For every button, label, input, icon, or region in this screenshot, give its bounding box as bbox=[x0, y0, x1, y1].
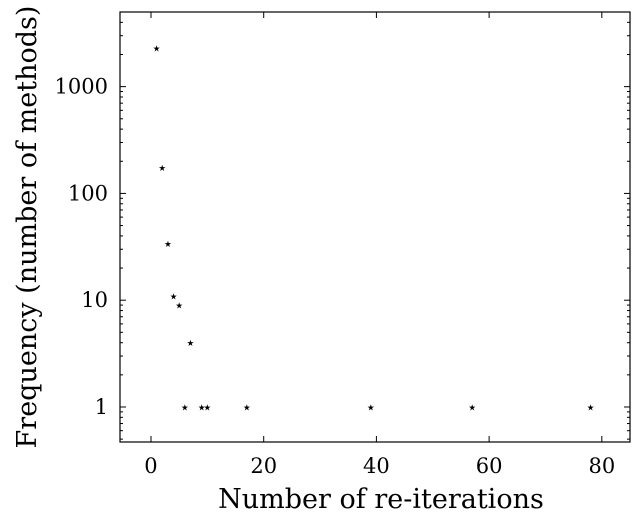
data-point-star: ⋆ bbox=[185, 334, 196, 354]
data-point-star: ⋆ bbox=[163, 234, 174, 254]
x-tick-label: 0 bbox=[144, 454, 157, 478]
x-tick-label: 60 bbox=[476, 454, 503, 478]
data-point-star: ⋆ bbox=[196, 398, 207, 418]
data-point-star: ⋆ bbox=[241, 398, 252, 418]
x-axis-ticks: 0 20 40 60 80 bbox=[144, 12, 615, 478]
data-point-star: ⋆ bbox=[585, 398, 596, 418]
data-points: ⋆⋆⋆⋆⋆⋆⋆⋆⋆ ⋆ ⋆ ⋆ ⋆ bbox=[151, 39, 596, 418]
y-tick-label: 1000 bbox=[55, 75, 108, 99]
y-axis-label: Frequency (number of methods) bbox=[12, 6, 43, 449]
y-axis-ticks: 1 10 100 1000 bbox=[55, 21, 630, 440]
data-point-star: ⋆ bbox=[174, 296, 185, 316]
data-point-star: ⋆ bbox=[202, 398, 213, 418]
y-tick-label: 100 bbox=[68, 181, 108, 205]
data-point-star: ⋆ bbox=[168, 287, 179, 307]
plot-frame bbox=[119, 11, 631, 443]
data-point-star: ⋆ bbox=[151, 39, 162, 59]
x-tick-label: 40 bbox=[363, 454, 390, 478]
x-axis-label: Number of re-iterations bbox=[218, 484, 544, 515]
y-tick-label: 10 bbox=[81, 288, 108, 312]
y-tick-label: 1 bbox=[95, 395, 108, 419]
data-point-star: ⋆ bbox=[157, 158, 168, 178]
data-point-star: ⋆ bbox=[467, 398, 478, 418]
x-tick-label: 80 bbox=[588, 454, 615, 478]
x-tick-label: 20 bbox=[250, 454, 277, 478]
data-point-star: ⋆ bbox=[365, 398, 376, 418]
data-point-star: ⋆ bbox=[179, 398, 190, 418]
